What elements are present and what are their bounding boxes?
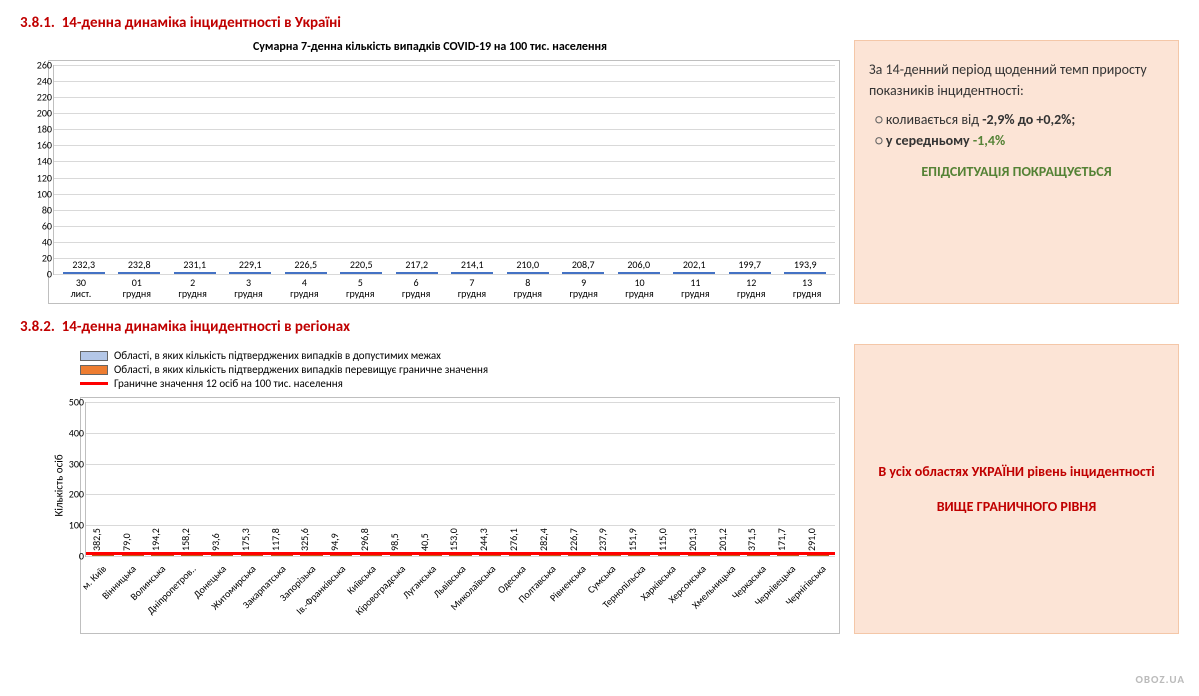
bar <box>174 272 216 274</box>
section2-title: 3.8.2. 14-денна динаміка інцидентності в… <box>20 318 1179 336</box>
bar <box>729 272 771 274</box>
bar-col: 206,0 <box>611 272 667 274</box>
legend-swatch-orange <box>80 365 108 375</box>
bar <box>396 272 438 274</box>
chart1-title: Сумарна 7-денна кількість випадків COVID… <box>20 40 840 54</box>
chart1: 020406080100120140160180200220240260 232… <box>48 60 840 304</box>
bar-col: 210,0 <box>500 272 556 274</box>
sidebox1-intro: За 14-денний період щоденний темп прирос… <box>869 59 1164 101</box>
bar-col: 229,1 <box>223 272 279 274</box>
legend-row-red: Граничне значення 12 осіб на 100 тис. на… <box>80 377 840 390</box>
legend-swatch-red <box>80 382 108 385</box>
chart2: Кількість осіб 0100200300400500 382,579,… <box>80 397 840 634</box>
bar-col: 202,1 <box>667 272 723 274</box>
watermark: OBOZ.UA <box>1135 673 1185 686</box>
section1-title: 3.8.1. 14-денна динаміка інцидентності в… <box>20 14 1179 32</box>
bar <box>507 272 549 274</box>
bar <box>618 272 660 274</box>
bar <box>285 272 327 274</box>
bar-col: 208,7 <box>556 272 612 274</box>
bar <box>562 272 604 274</box>
sidebox2: В усіх областях УКРАЇНИ рівень інцидентн… <box>854 344 1179 634</box>
chart2-legend: Області, в яких кількість підтверджених … <box>20 344 840 397</box>
legend-row-blue: Області, в яких кількість підтверджених … <box>80 349 840 362</box>
sidebox1-list: коливається від -2,9% до +0,2%; у середн… <box>869 109 1164 151</box>
sidebox2-line1: В усіх областях УКРАЇНИ рівень інцидентн… <box>869 461 1164 482</box>
chart1-wrap: Сумарна 7-денна кількість випадків COVID… <box>20 40 840 304</box>
bar-col: 232,3 <box>56 272 112 274</box>
bar <box>784 272 826 274</box>
bar-col: 232,8 <box>112 272 168 274</box>
sidebox1-bullet: коливається від -2,9% до +0,2%; <box>875 109 1164 130</box>
bar-col: 220,5 <box>334 272 390 274</box>
sidebox2-line2: ВИЩЕ ГРАНИЧНОГО РІВНЯ <box>869 496 1164 517</box>
bar <box>451 272 493 274</box>
bar <box>229 272 271 274</box>
bar <box>673 272 715 274</box>
bar-col: 199,7 <box>722 272 778 274</box>
bar-col: 214,1 <box>445 272 501 274</box>
bar <box>340 272 382 274</box>
bar <box>118 272 160 274</box>
bar-col: 231,1 <box>167 272 223 274</box>
legend-swatch-blue <box>80 351 108 361</box>
legend-row-orange: Області, в яких кількість підтверджених … <box>80 363 840 376</box>
bar-col: 226,5 <box>278 272 334 274</box>
threshold-line <box>86 552 835 555</box>
sidebox1-status: ЕПІДСИТУАЦІЯ ПОКРАЩУЄТЬСЯ <box>869 161 1164 182</box>
bar-col: 217,2 <box>389 272 445 274</box>
bar <box>63 272 105 274</box>
chart2-wrap: Області, в яких кількість підтверджених … <box>20 344 840 634</box>
sidebox1: За 14-денний період щоденний темп прирос… <box>854 40 1179 304</box>
bar-col: 193,9 <box>778 272 834 274</box>
sidebox1-bullet: у середньому -1,4% <box>875 130 1164 151</box>
